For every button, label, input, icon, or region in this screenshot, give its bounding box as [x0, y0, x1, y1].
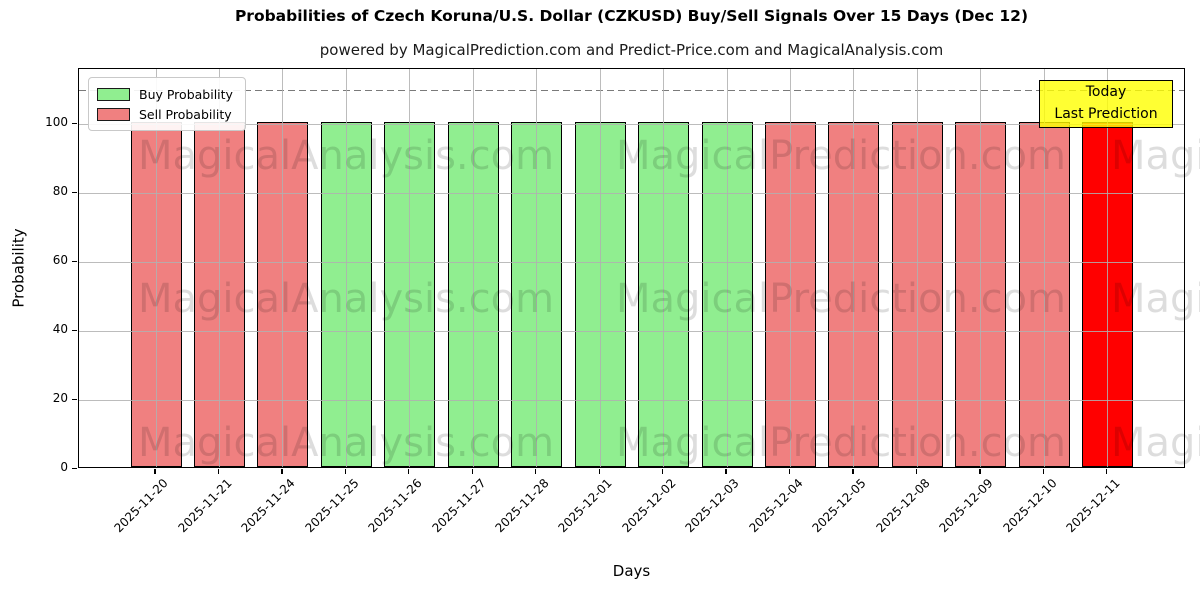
x-gridline [853, 69, 855, 467]
legend-label-sell: Sell Probability [139, 106, 232, 122]
y-gridline [79, 193, 1184, 195]
x-tick [788, 469, 791, 474]
x-gridline [218, 69, 220, 467]
x-tick-label: 2025-12-03 [682, 476, 742, 536]
x-tick [979, 469, 981, 474]
x-tick [1042, 469, 1044, 474]
x-gridline [980, 69, 982, 467]
x-tick [217, 469, 220, 474]
watermark-text: MagicalPrediction.com [616, 133, 1066, 179]
watermark-text: MagicalAnalysis.com [1110, 420, 1200, 466]
x-tick-label: 2025-11-21 [175, 476, 235, 536]
x-gridline [345, 69, 347, 467]
plot-area: MagicalAnalysis.com MagicalPrediction.com… [78, 68, 1200, 468]
y-tick [72, 122, 77, 124]
x-gridline [599, 69, 601, 467]
y-axis-label: Probability [10, 228, 29, 308]
x-tick [408, 469, 410, 474]
x-gridline [916, 69, 918, 467]
x-gridline [155, 69, 157, 467]
x-tick [154, 469, 156, 474]
y-tick-label: 60 [52, 253, 68, 268]
x-gridline [663, 69, 665, 467]
watermark-text: MagicalAnalysis.com [137, 420, 555, 466]
legend-label-buy: Buy Probability [139, 86, 233, 102]
y-gridline [79, 124, 1184, 126]
x-gridline [726, 69, 728, 467]
y-gridline [79, 331, 1184, 333]
buy-swatch-icon [97, 87, 130, 101]
today-annotation-line2: Last Prediction [1054, 105, 1158, 122]
y-tick-label: 20 [52, 391, 68, 406]
x-tick [535, 469, 537, 474]
y-gridline [79, 262, 1184, 264]
x-tick-label: 2025-12-10 [999, 476, 1060, 536]
y-tick-label: 40 [52, 322, 68, 337]
x-tick-label: 2025-12-05 [809, 476, 869, 536]
x-tick [471, 469, 473, 474]
x-tick-label: 2025-12-04 [746, 476, 806, 536]
x-tick [852, 469, 854, 474]
x-tick [1106, 469, 1108, 474]
x-gridline [1043, 69, 1045, 467]
x-gridline [790, 69, 791, 467]
x-tick-label: 2025-12-02 [619, 476, 679, 536]
y-tick [72, 398, 77, 400]
x-tick [598, 469, 600, 474]
x-tick-label: 2025-11-20 [111, 476, 171, 536]
x-gridline [282, 69, 284, 467]
watermark-text: MagicalAnalysis.com [137, 133, 555, 179]
x-tick [344, 469, 347, 474]
x-gridline [409, 69, 411, 467]
chart-title: Probabilities of Czech Koruna/U.S. Dolla… [234, 7, 1029, 25]
today-annotation-line1: Today [1085, 84, 1127, 100]
sell-swatch-icon [97, 107, 130, 121]
y-tick [72, 329, 77, 331]
y-tick-label: 80 [52, 184, 68, 199]
x-tick [725, 469, 727, 474]
x-tick [915, 469, 918, 474]
legend-item-sell: Sell Probability [97, 104, 233, 124]
x-gridline [536, 69, 538, 467]
watermark-text: MagicalAnalysis.com [1110, 133, 1200, 179]
x-tick-label: 2025-11-28 [492, 476, 552, 536]
x-axis-label: Days [612, 562, 651, 580]
x-tick-label: 2025-11-24 [238, 476, 298, 536]
x-tick [281, 469, 283, 474]
y-gridline [79, 400, 1184, 402]
watermark-text: MagicalPrediction.com [616, 420, 1066, 466]
x-tick-label: 2025-12-11 [1063, 476, 1123, 536]
y-tick-label: 100 [45, 115, 68, 130]
y-tick [72, 467, 77, 469]
y-tick [72, 260, 77, 262]
y-axis-label-wrap: Probability [2, 68, 36, 468]
watermark-text: MagicalAnalysis.com [137, 276, 555, 322]
x-tick-label: 2025-12-09 [936, 476, 996, 536]
x-tick-label: 2025-11-25 [302, 476, 362, 536]
x-tick-label: 2025-11-27 [428, 476, 489, 536]
watermark-text: MagicalAnalysis.com [1110, 276, 1200, 322]
x-tick-label: 2025-11-26 [365, 476, 425, 536]
legend-item-buy: Buy Probability [97, 84, 233, 104]
chart-subtitle: powered by MagicalPrediction.com and Pre… [319, 41, 944, 59]
x-gridline [472, 69, 474, 467]
x-gridline [1107, 69, 1109, 467]
x-tick [662, 469, 664, 474]
y-tick [72, 191, 77, 193]
today-annotation-box: Today Last Prediction [1039, 80, 1173, 129]
threshold-dashed-line [79, 89, 1184, 92]
x-tick-label: 2025-12-08 [873, 476, 933, 536]
y-tick-label: 0 [60, 460, 68, 474]
legend: Buy Probability Sell Probability [88, 77, 246, 131]
watermark-text: MagicalPrediction.com [616, 276, 1066, 322]
x-tick-label: 2025-12-01 [555, 476, 616, 536]
